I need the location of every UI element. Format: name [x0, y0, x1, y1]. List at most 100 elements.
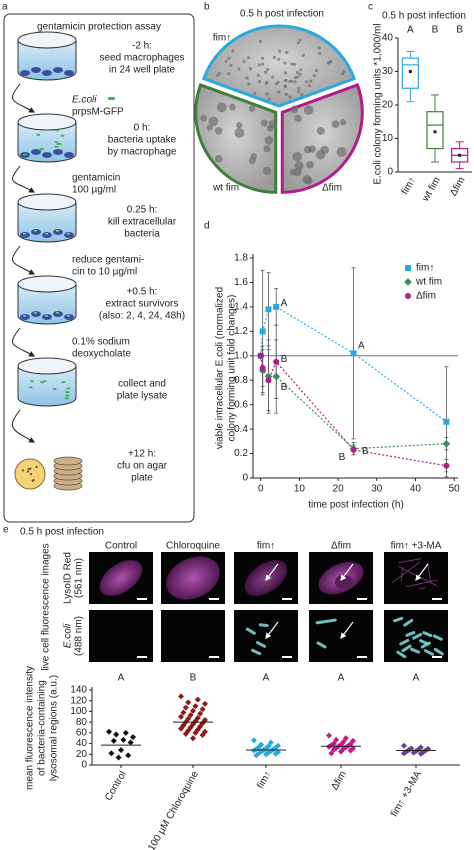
- sector-label: fim↑: [213, 33, 231, 44]
- micrograph: [234, 552, 298, 604]
- y-tick-label: 0.6: [234, 399, 248, 410]
- colony: [268, 120, 277, 129]
- chart-title: 0.5 h post infection: [382, 11, 466, 22]
- annotation: B: [339, 452, 346, 463]
- scale-bar: [209, 656, 219, 658]
- colony: [208, 116, 219, 127]
- data-point: [330, 746, 337, 753]
- data-point: [115, 754, 122, 761]
- step-text: +12 h:: [128, 449, 156, 460]
- x-tick-label: fim↑: [400, 175, 419, 196]
- bacterium: [60, 134, 65, 137]
- x-tick-label: fim↑: [255, 769, 274, 790]
- cell: [99, 560, 143, 596]
- x-axis-label: time post infection (h): [308, 500, 404, 511]
- data-point: [253, 752, 260, 759]
- macrophage: [20, 232, 30, 238]
- colony: [331, 120, 340, 128]
- bacterium: [56, 230, 59, 232]
- scale-bar: [282, 598, 292, 600]
- colony: [248, 66, 253, 71]
- dish-icon: [17, 357, 77, 407]
- series-line: [260, 306, 447, 423]
- scale-bar: [282, 656, 292, 658]
- annotation: B: [362, 446, 369, 457]
- colony: [257, 63, 261, 67]
- step-text: collect and: [118, 379, 166, 390]
- y-axis-label: colony forming unit fold changes): [227, 295, 238, 442]
- y-tick-label: 40: [76, 738, 88, 749]
- bacterium: [65, 391, 70, 394]
- row-label: LysoID Red: [63, 552, 74, 604]
- data-point: [267, 739, 274, 746]
- dish-icon: [17, 193, 77, 243]
- y-tick-label: 0: [81, 760, 87, 771]
- colony: [296, 41, 300, 45]
- data-point: [118, 747, 124, 753]
- x-tick-label: Control: [103, 769, 129, 802]
- dish-rim: [17, 357, 77, 375]
- significance-letter: A: [118, 673, 125, 684]
- reagent-text: prpsM-GFP: [72, 107, 124, 118]
- bacterium: [433, 647, 444, 656]
- data-point: [264, 372, 273, 381]
- colony: [21, 469, 25, 472]
- y-tick-label: 80: [76, 717, 88, 728]
- colony: [217, 71, 222, 76]
- pointer-arrow: [340, 563, 354, 581]
- dish-rim: [17, 275, 77, 293]
- bacterium: [401, 644, 412, 653]
- colony: [260, 119, 268, 127]
- data-point: [326, 743, 332, 750]
- data-point: [178, 713, 184, 720]
- bacterium: [64, 397, 69, 400]
- colony: [265, 80, 269, 84]
- micrograph: [89, 610, 153, 662]
- colony: [303, 105, 314, 115]
- bacterium: [66, 387, 71, 390]
- colony: [277, 90, 281, 94]
- micrograph: [161, 610, 225, 662]
- colony: [272, 55, 276, 60]
- macrophage: [31, 67, 41, 73]
- data-point: [255, 750, 262, 757]
- colony: [292, 152, 302, 162]
- x-tick-label: 40: [410, 484, 422, 495]
- panel-title: 0.5 h post infection: [240, 9, 324, 20]
- colony: [303, 145, 312, 154]
- bacterium: [258, 623, 269, 628]
- data-point: [259, 365, 266, 371]
- bacterium: [412, 633, 423, 640]
- scale-bar: [357, 598, 367, 600]
- bacterium: [45, 233, 48, 235]
- legend-label: wt fim: [415, 277, 442, 288]
- plate-sector: [194, 83, 278, 194]
- colony: [293, 80, 297, 84]
- x-tick-label: Δfim: [329, 769, 349, 792]
- colony: [227, 72, 231, 76]
- membrane: [398, 558, 422, 564]
- bacterium: [52, 388, 57, 390]
- bacterium: [34, 230, 37, 232]
- colony: [246, 56, 251, 60]
- y-tick-label: 10: [382, 133, 394, 144]
- y-tick-label: 1.8: [234, 253, 248, 264]
- scale-bar: [137, 656, 147, 658]
- bacterium: [65, 394, 70, 397]
- macrophage: [64, 314, 74, 320]
- row-title: live cell fluorescence images: [41, 543, 52, 670]
- y-tick-label: 100: [70, 706, 87, 717]
- annotation: A: [358, 341, 365, 352]
- colony: [295, 70, 300, 75]
- data-point: [328, 750, 335, 757]
- sector-label: wt fim: [212, 183, 239, 194]
- macrophage: [53, 229, 63, 235]
- bacterium: [256, 641, 267, 648]
- colony: [248, 105, 256, 112]
- flow-arrow: [11, 327, 36, 357]
- y-axis-label: mean fluorescence intensity: [25, 666, 36, 790]
- colony: [231, 49, 235, 53]
- bacterium: [410, 647, 421, 654]
- bacterium: [245, 627, 256, 635]
- colony: [29, 467, 32, 470]
